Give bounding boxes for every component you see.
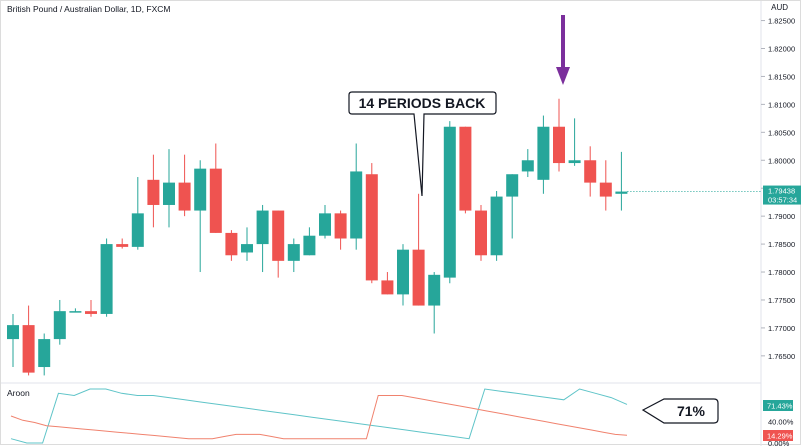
percent-callout-text: 71%	[677, 403, 706, 419]
price-tick-label: 1.82500	[768, 17, 795, 26]
symbol-title: British Pound / Australian Dollar, 1D, F…	[7, 4, 171, 14]
candle	[412, 193, 425, 306]
candle	[100, 238, 113, 317]
candles-group	[7, 98, 761, 376]
candle	[287, 238, 300, 273]
candle	[490, 191, 503, 261]
candle	[22, 305, 35, 376]
candle	[69, 308, 82, 313]
price-tick-label: 1.80500	[768, 128, 795, 137]
periods-callout: 14 PERIODS BACK	[348, 91, 497, 197]
aroon-down-badge: 14.29%	[763, 430, 793, 441]
candle	[521, 149, 534, 178]
percent-callout: 71%	[641, 398, 719, 424]
price-tick-label: 1.81500	[768, 72, 795, 81]
candle	[381, 272, 394, 295]
candle	[475, 204, 487, 261]
candle	[599, 160, 612, 211]
candle	[178, 154, 191, 217]
currency-label: AUD	[771, 3, 788, 12]
candle	[256, 204, 269, 273]
last-price-badge: 1.79438 03:57:34	[763, 185, 801, 205]
price-tick-label: 1.79000	[768, 212, 795, 221]
candle	[241, 227, 253, 261]
candle	[459, 126, 472, 214]
candle	[537, 115, 550, 194]
candle	[272, 210, 285, 278]
price-tick-label: 1.76500	[768, 352, 795, 361]
candle	[131, 177, 144, 250]
candle	[553, 98, 565, 172]
price-tick-label: 1.80000	[768, 156, 795, 165]
candle	[147, 154, 160, 228]
candle	[303, 227, 316, 256]
aroon-group	[10, 388, 628, 444]
price-tick-label: 1.81000	[768, 100, 795, 109]
candle	[568, 118, 581, 166]
aroon-tick-label: 40.00%	[768, 417, 794, 426]
candle	[209, 143, 222, 233]
aroon-up-badge: 71.43%	[763, 400, 793, 411]
candle	[53, 299, 66, 345]
candle	[397, 244, 409, 306]
candle	[365, 163, 378, 284]
candle	[443, 121, 456, 284]
aroon-up-value: 71.43%	[767, 402, 793, 411]
candle	[615, 151, 628, 211]
candle	[163, 149, 175, 228]
price-tick-label: 1.77500	[768, 296, 795, 305]
price-tick-label: 1.77000	[768, 324, 795, 333]
candle	[319, 204, 331, 239]
candle	[334, 210, 347, 250]
candle	[85, 299, 97, 317]
price-tick-label: 1.78500	[768, 240, 795, 249]
aroon-tick-label: 0.00%	[768, 439, 790, 446]
candle	[225, 230, 238, 261]
candle	[194, 160, 207, 273]
candle	[350, 143, 363, 250]
price-tick-label: 1.78000	[768, 268, 795, 277]
candle	[7, 313, 19, 368]
candle	[506, 174, 519, 239]
candle	[38, 333, 51, 376]
callout-text: 14 PERIODS BACK	[359, 95, 486, 111]
aroon-label: Aroon	[7, 388, 30, 398]
aroon-down-value: 14.29%	[767, 432, 793, 441]
aroon-down-line	[10, 395, 628, 440]
candle	[584, 146, 597, 197]
last-price-value: 1.79438	[768, 187, 795, 196]
candle	[116, 238, 129, 249]
candle	[428, 272, 441, 334]
aroon-up-line	[10, 388, 628, 444]
down-arrow-icon	[556, 15, 570, 85]
aroon-axis: 40.00% 0.00%	[768, 417, 794, 446]
price-tick-label: 1.82000	[768, 45, 795, 54]
countdown-value: 03:57:34	[768, 196, 797, 205]
